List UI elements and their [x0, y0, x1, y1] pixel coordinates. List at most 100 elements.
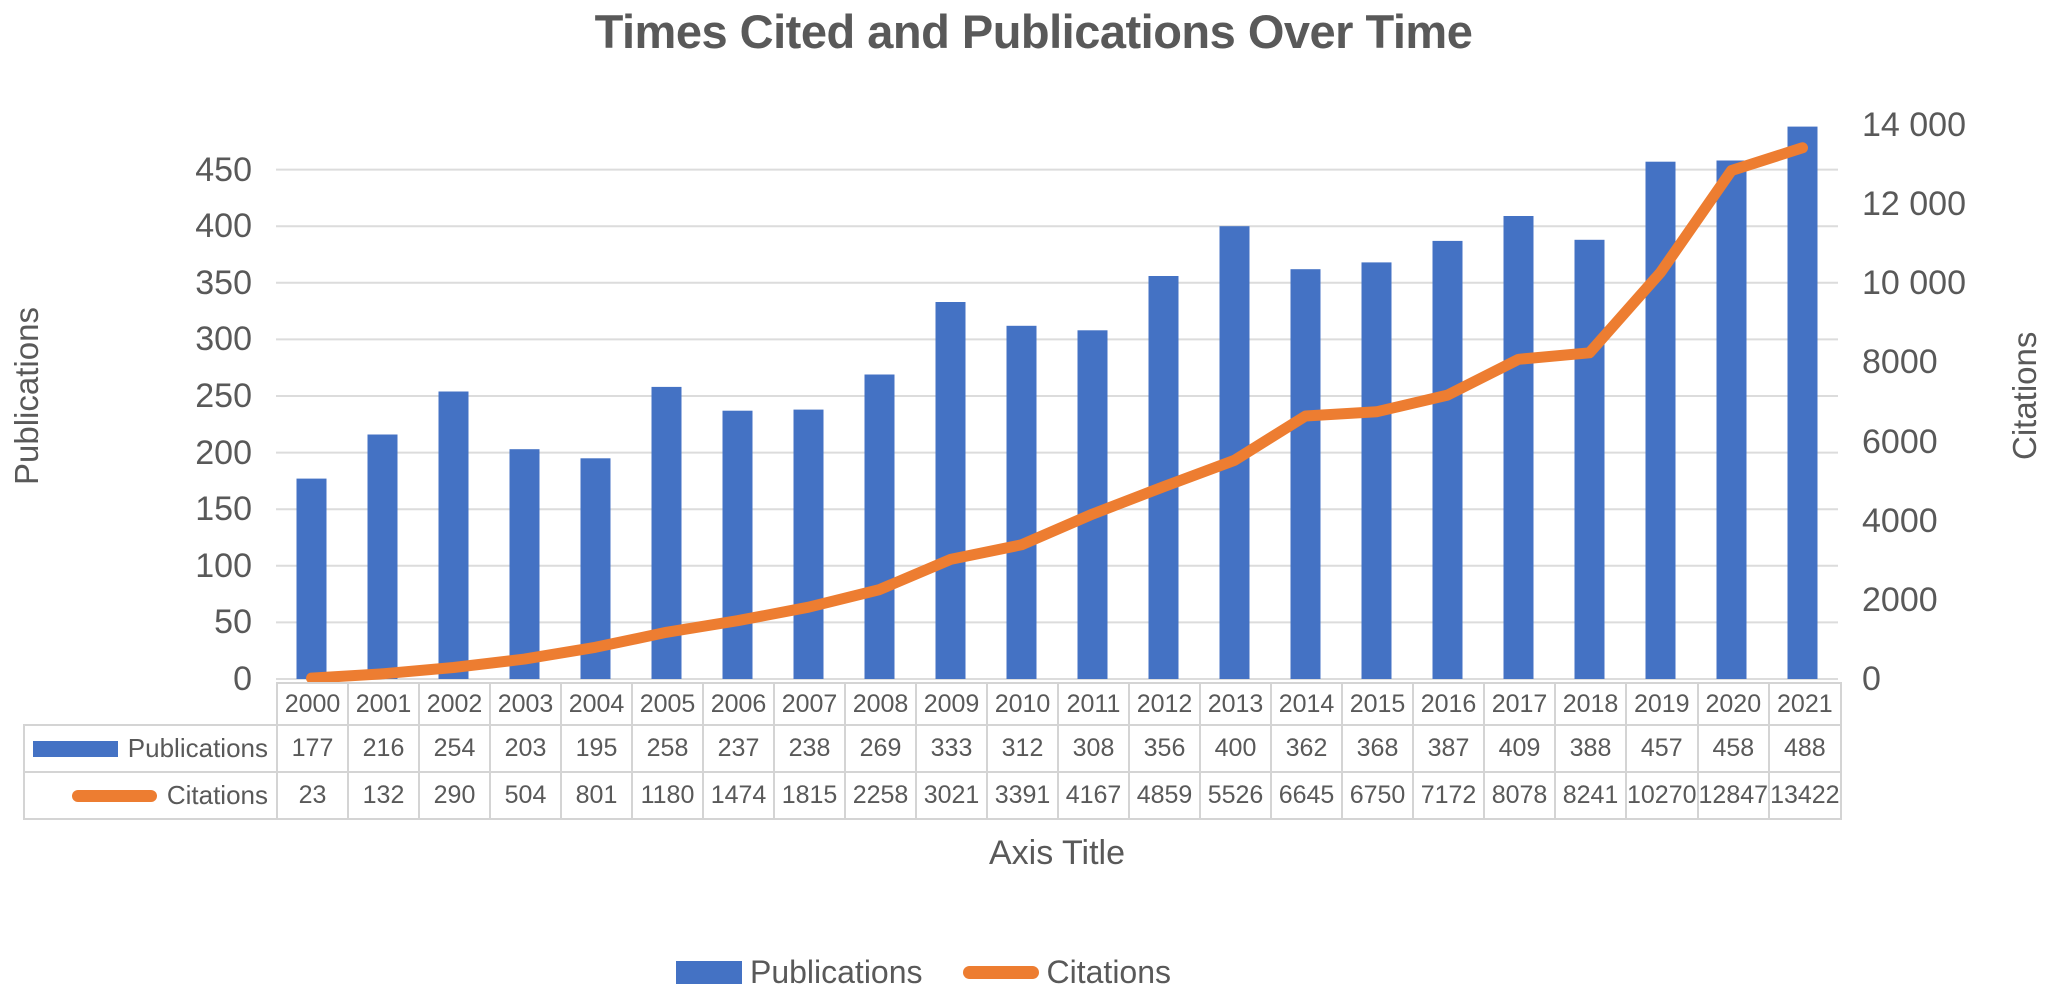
year-header-2007: 2007 [773, 682, 846, 726]
row-label-publications: Publications [127, 733, 268, 763]
publications-table-swatch-icon [32, 740, 118, 757]
year-header-2005: 2005 [631, 682, 704, 726]
publications-value-2014: 362 [1270, 724, 1343, 773]
citations-value-2010: 3391 [986, 771, 1059, 820]
citations-value-2017: 8078 [1483, 771, 1556, 820]
year-header-2011: 2011 [1057, 682, 1130, 726]
publications-value-2009: 333 [915, 724, 988, 773]
left-tick-250: 250 [195, 377, 252, 415]
citations-line [306, 142, 1808, 684]
year-header-2018: 2018 [1554, 682, 1627, 726]
year-header-2009: 2009 [915, 682, 988, 726]
legend-item-publications: Publications [675, 953, 923, 991]
publications-value-2006: 237 [702, 724, 775, 773]
year-header-2017: 2017 [1483, 682, 1556, 726]
right-tick-8000: 8000 [1862, 343, 1938, 382]
publications-bar-2014 [1290, 269, 1321, 679]
publications-value-2004: 195 [560, 724, 633, 773]
left-tick-100: 100 [195, 546, 252, 585]
publications-bar-2007 [793, 409, 824, 679]
right-tick-4000: 4000 [1862, 501, 1938, 540]
publications-bar-2016 [1432, 240, 1463, 679]
right-tick-12000: 12 000 [1862, 185, 1966, 223]
year-header-2001: 2001 [347, 682, 420, 726]
year-header-2008: 2008 [844, 682, 917, 726]
publications-value-2000: 177 [276, 724, 349, 773]
year-header-2004: 2004 [560, 682, 633, 726]
citations-value-2008: 2258 [844, 771, 917, 820]
publications-value-2001: 216 [347, 724, 420, 773]
publications-value-2017: 409 [1483, 724, 1556, 773]
publications-value-2019: 457 [1625, 724, 1699, 773]
publications-value-2007: 238 [773, 724, 846, 773]
citations-value-2018: 8241 [1554, 771, 1627, 820]
left-tick-200: 200 [195, 433, 252, 472]
citations-value-2019: 10270 [1625, 771, 1699, 820]
citations-value-2016: 7172 [1412, 771, 1485, 820]
publications-value-2010: 312 [986, 724, 1059, 773]
year-header-2019: 2019 [1625, 682, 1699, 726]
year-header-2014: 2014 [1270, 682, 1343, 726]
citations-value-2000: 23 [276, 771, 349, 820]
publications-bar-2015 [1361, 262, 1392, 679]
citations-value-2009: 3021 [915, 771, 988, 820]
right-tick-2000: 2000 [1862, 580, 1938, 619]
publications-bar-2018 [1574, 239, 1605, 680]
publications-bar-2008 [864, 374, 895, 679]
legend-label-citations: Citations [1046, 953, 1172, 990]
left-tick-300: 300 [195, 320, 252, 359]
x-axis-title: Axis Title [988, 834, 1126, 872]
citations-value-2013: 5526 [1199, 771, 1272, 820]
chart-title: Times Cited and Publications Over Time [594, 5, 1473, 58]
year-header-2000: 2000 [276, 682, 349, 726]
year-header-2016: 2016 [1412, 682, 1485, 726]
citations-value-2006: 1474 [702, 771, 775, 820]
citations-line-swatch-icon [962, 965, 1039, 979]
citations-table-swatch-icon [71, 789, 157, 802]
year-header-2010: 2010 [986, 682, 1059, 726]
legend-label-publications: Publications [749, 953, 923, 990]
citations-value-2020: 12847 [1696, 771, 1771, 820]
row-header-publications: Publications [23, 724, 278, 773]
publications-bar-2003 [509, 449, 540, 679]
citations-value-2014: 6645 [1270, 771, 1343, 820]
citations-value-2002: 290 [418, 771, 491, 820]
publications-value-2013: 400 [1199, 724, 1272, 773]
citations-value-2012: 4859 [1128, 771, 1201, 820]
publications-bar-2010 [1006, 325, 1037, 679]
citations-value-2015: 6750 [1341, 771, 1414, 820]
year-header-2021: 2021 [1768, 682, 1842, 726]
publications-bar-2001 [367, 434, 398, 679]
left-tick-50: 50 [214, 603, 252, 642]
publications-bar-swatch-icon [675, 960, 742, 984]
legend: Publications Citations [0, 950, 1957, 994]
citations-value-2004: 801 [560, 771, 633, 820]
citations-value-2007: 1815 [773, 771, 846, 820]
citations-value-2003: 504 [489, 771, 562, 820]
year-header-2020: 2020 [1696, 682, 1771, 726]
right-tick-6000: 6000 [1862, 422, 1938, 461]
publications-bar-2002 [438, 391, 469, 679]
chart-data-table: 2000 2001 2002 2003 2004 2005 2006 2007 2008 2009… [23, 682, 1842, 820]
year-header-2006: 2006 [702, 682, 775, 726]
publications-bar-2017 [1503, 216, 1534, 679]
publications-bar-2019 [1645, 161, 1676, 679]
row-label-citations: Citations [166, 780, 268, 810]
publications-value-2008: 269 [844, 724, 917, 773]
publications-value-2020: 458 [1696, 724, 1771, 773]
citations-value-2011: 4167 [1057, 771, 1130, 820]
publications-value-2015: 368 [1341, 724, 1414, 773]
citations-value-2021: 13422 [1768, 771, 1842, 820]
publications-value-2003: 203 [489, 724, 562, 773]
publications-bar-2009 [935, 302, 966, 679]
legend-item-citations: Citations [962, 953, 1172, 991]
year-header-2002: 2002 [418, 682, 491, 726]
publications-bar-2006 [722, 410, 753, 679]
row-header-citations: Citations [23, 771, 278, 820]
publications-value-2011: 308 [1057, 724, 1130, 773]
publications-value-2016: 387 [1412, 724, 1485, 773]
year-header-2015: 2015 [1341, 682, 1414, 726]
citations-value-2005: 1180 [631, 771, 704, 820]
